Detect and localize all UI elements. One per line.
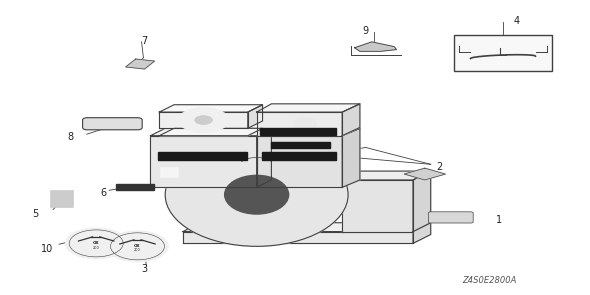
Ellipse shape (165, 143, 348, 246)
FancyBboxPatch shape (428, 212, 473, 223)
Text: 7: 7 (142, 36, 148, 46)
Bar (160, 167, 178, 177)
Polygon shape (150, 136, 257, 187)
Polygon shape (159, 112, 248, 128)
Polygon shape (413, 171, 431, 232)
Text: 6: 6 (100, 188, 106, 198)
Bar (454, 35, 552, 71)
Polygon shape (413, 223, 431, 243)
Polygon shape (342, 180, 413, 232)
Polygon shape (342, 104, 360, 136)
Bar (271, 142, 330, 148)
Polygon shape (342, 171, 431, 180)
Text: 8: 8 (68, 132, 74, 142)
Bar (158, 152, 247, 160)
Polygon shape (257, 128, 360, 136)
Polygon shape (355, 42, 396, 51)
Polygon shape (126, 59, 155, 69)
Polygon shape (159, 128, 263, 136)
Polygon shape (248, 105, 263, 128)
Text: 2: 2 (437, 162, 442, 172)
Text: Z4S0E2800A: Z4S0E2800A (463, 276, 517, 285)
Polygon shape (150, 128, 271, 136)
Text: 200: 200 (134, 248, 141, 253)
Text: 200: 200 (93, 245, 100, 250)
Bar (262, 152, 336, 160)
Circle shape (195, 116, 212, 124)
Circle shape (65, 228, 127, 259)
Ellipse shape (225, 175, 289, 214)
Polygon shape (257, 112, 342, 136)
Text: GX: GX (93, 241, 100, 245)
Circle shape (107, 231, 168, 262)
Circle shape (178, 107, 229, 133)
Polygon shape (257, 104, 360, 112)
Polygon shape (342, 128, 360, 187)
Text: eReplacementParts.com: eReplacementParts.com (148, 153, 300, 166)
Circle shape (293, 118, 317, 130)
Text: 3: 3 (142, 264, 148, 274)
Bar (116, 184, 154, 190)
Bar (260, 128, 336, 135)
Text: 5: 5 (32, 209, 38, 219)
FancyBboxPatch shape (83, 118, 142, 130)
Text: GX: GX (134, 244, 141, 248)
Text: 1: 1 (496, 215, 502, 225)
Polygon shape (257, 136, 342, 187)
Text: 10: 10 (41, 244, 53, 254)
Polygon shape (159, 105, 263, 112)
Polygon shape (183, 223, 431, 232)
Polygon shape (404, 168, 445, 180)
Bar (50, 190, 73, 206)
Text: 4: 4 (513, 16, 519, 26)
Polygon shape (183, 232, 413, 243)
Polygon shape (257, 128, 271, 187)
Text: 9: 9 (363, 26, 369, 36)
